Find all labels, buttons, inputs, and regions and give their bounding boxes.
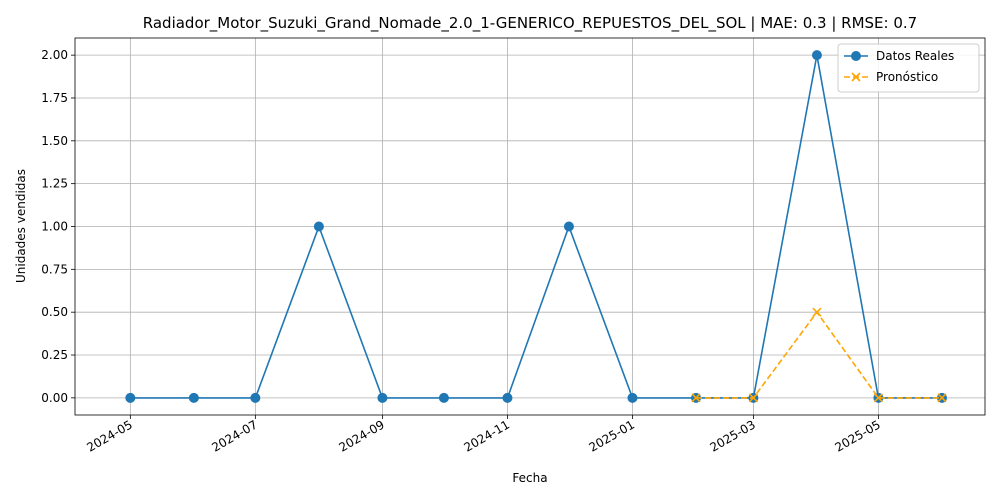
- legend-item: Datos Reales: [844, 49, 954, 63]
- data-point: [812, 307, 822, 317]
- y-axis-label: Unidades vendidas: [14, 169, 28, 283]
- legend-item: Pronóstico: [844, 70, 938, 84]
- legend-marker: [851, 72, 861, 82]
- data-point: [873, 393, 883, 403]
- y-tick-label: 0.00: [41, 391, 68, 405]
- series-layer: [125, 50, 947, 403]
- y-tick-label: 2.00: [41, 48, 68, 62]
- data-point: [748, 393, 758, 403]
- legend-label: Datos Reales: [876, 49, 954, 63]
- data-point: [502, 392, 513, 403]
- y-tick-label: 1.25: [41, 177, 68, 191]
- plot-frame: [74, 37, 986, 416]
- data-point: [811, 50, 822, 61]
- data-point: [691, 393, 701, 403]
- data-point: [937, 393, 947, 403]
- y-tick-label: 1.50: [41, 134, 68, 148]
- legend-label: Pronóstico: [876, 70, 938, 84]
- y-tick-label: 1.75: [41, 91, 68, 105]
- legend-marker: [851, 51, 861, 61]
- series-pronostico: [691, 307, 947, 403]
- data-point: [377, 392, 388, 403]
- legend-box: [837, 43, 980, 93]
- data-point: [627, 392, 638, 403]
- legend: Datos Reales Pronóstico: [837, 43, 980, 93]
- y-tick-label: 0.50: [41, 305, 68, 319]
- y-tick-label: 0.75: [41, 262, 68, 276]
- x-axis-label: Fecha: [512, 471, 547, 485]
- data-point: [188, 392, 199, 403]
- y-tick-label: 1.00: [41, 220, 68, 234]
- series-line: [130, 54, 942, 399]
- data-point: [125, 392, 136, 403]
- data-point: [313, 221, 324, 232]
- data-point: [438, 392, 449, 403]
- grid: [75, 38, 985, 415]
- y-tick-label: 0.25: [41, 348, 68, 362]
- data-point: [563, 221, 574, 232]
- data-point: [250, 392, 261, 403]
- chart-title: Radiador_Motor_Suzuki_Grand_Nomade_2.0_1…: [143, 14, 917, 33]
